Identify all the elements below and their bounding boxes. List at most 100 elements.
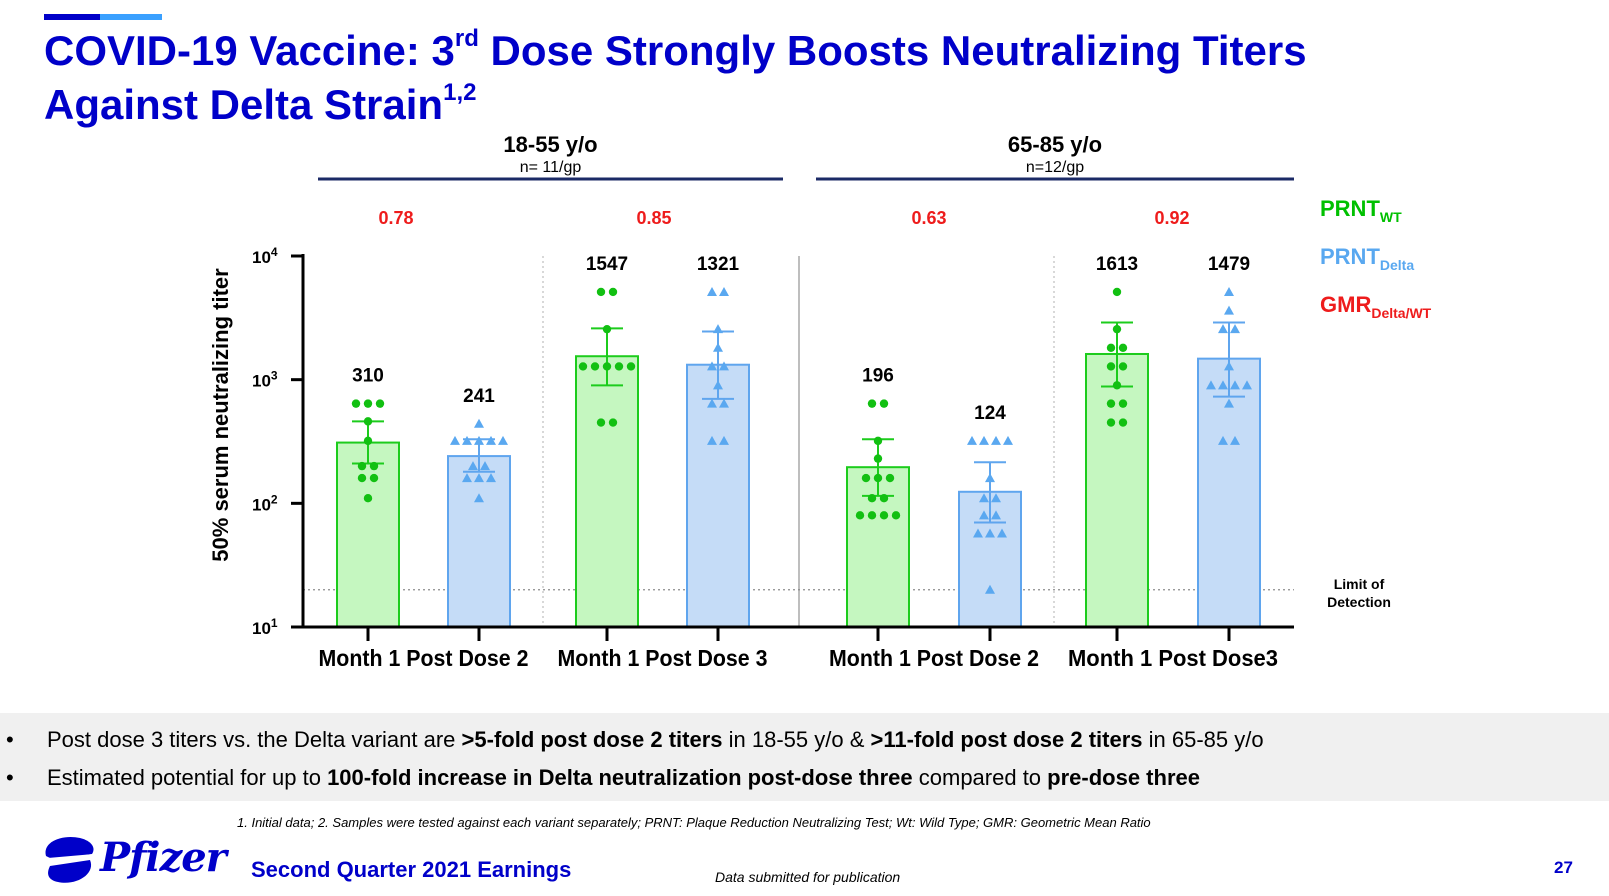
- bullet-1-run-2: >5-fold post dose 2 titers: [461, 727, 723, 752]
- data-point-wt: [363, 494, 373, 503]
- data-point-wt: [1106, 343, 1116, 353]
- data-point-wt: [1118, 418, 1128, 427]
- bar-value-label: 1321: [697, 254, 740, 275]
- bar-prnt-wt: [1085, 352, 1149, 628]
- bullet-1-run-1: Post dose 3 titers vs. the Delta variant…: [47, 727, 462, 752]
- gmr-value: 0.92: [1154, 208, 1189, 228]
- bullet-1-run-5: in 65-85 y/o: [1142, 727, 1264, 752]
- key-takeaways: • Post dose 3 titers vs. the Delta varia…: [0, 713, 1609, 801]
- data-point-delta: [474, 435, 484, 445]
- data-point-wt: [357, 461, 367, 471]
- data-point-delta: [985, 528, 995, 538]
- data-point-delta: [707, 435, 717, 445]
- data-point-delta: [1218, 380, 1228, 390]
- bullet-dot: •: [6, 727, 14, 752]
- data-point-delta: [474, 493, 484, 503]
- data-point-wt: [626, 362, 636, 371]
- legend-item-name: GMR: [1320, 292, 1371, 317]
- data-point-wt: [873, 473, 883, 483]
- bullet-2-run-2: 100-fold increase in Delta neutralizatio…: [327, 765, 913, 790]
- group-n-label: n=12/gp: [1026, 159, 1084, 176]
- y-tick-label: 104: [252, 245, 278, 267]
- data-point-wt: [596, 287, 606, 297]
- data-point-delta: [719, 398, 729, 408]
- data-point-delta: [1218, 324, 1228, 334]
- legend-item-name: PRNT: [1320, 244, 1380, 269]
- data-point-wt: [363, 436, 373, 446]
- data-point-delta: [1224, 305, 1234, 315]
- data-point-delta: [1003, 435, 1013, 445]
- data-point-delta: [991, 493, 1001, 503]
- y-tick-base: 10: [252, 372, 271, 391]
- bar-value-label: 124: [974, 403, 1006, 424]
- group-n-label: n= 11/gp: [520, 159, 582, 176]
- x-tick-label: Month 1 Post Dose3: [1068, 645, 1278, 671]
- earnings-label: Second Quarter 2021 Earnings: [251, 857, 572, 882]
- x-tick-label: Month 1 Post Dose 3: [558, 645, 768, 671]
- data-point-wt: [608, 418, 618, 427]
- y-tick-exponent: 2: [271, 492, 278, 506]
- bullet-1-run-3: in 18-55 y/o &: [722, 727, 871, 752]
- titer-bar-chart: Limit of Detection 18-55 y/o n= 11/gp 65-85 …: [208, 132, 1432, 671]
- bullet-2-run-4: pre-dose three: [1047, 765, 1200, 790]
- data-point-delta: [486, 473, 496, 483]
- data-point-delta: [1206, 380, 1216, 390]
- data-point-delta: [462, 435, 472, 445]
- data-point-wt: [867, 494, 877, 503]
- footnote: 1. Initial data; 2. Samples were tested …: [237, 815, 1151, 830]
- title-line1-rest: Dose Strongly Boosts Neutralizing Titers: [478, 27, 1307, 74]
- data-point-delta: [979, 435, 989, 445]
- y-tick-exponent: 4: [271, 245, 278, 259]
- data-point-wt: [363, 399, 373, 408]
- bar-prnt-wt: [336, 441, 400, 628]
- data-point-delta: [707, 286, 717, 296]
- pfizer-wordmark: Pfizer: [100, 834, 227, 881]
- data-point-wt: [357, 473, 367, 483]
- legend-item-subscript: Delta: [1380, 257, 1414, 273]
- legend-item-subscript: WT: [1380, 209, 1402, 225]
- data-point-wt: [1118, 362, 1128, 371]
- lod-label-line1: Limit of: [1334, 576, 1385, 592]
- data-point-wt: [1112, 381, 1122, 390]
- title-footnote-refs: 1,2: [443, 79, 477, 106]
- data-point-wt: [1106, 399, 1116, 408]
- y-tick-exponent: 3: [271, 369, 278, 383]
- bullet-dot: •: [6, 765, 14, 790]
- y-tick-base: 10: [252, 495, 271, 514]
- data-point-delta: [719, 435, 729, 445]
- x-tick-label: Month 1 Post Dose 2: [319, 645, 529, 671]
- data-point-delta: [1230, 380, 1240, 390]
- page-number: 27: [1554, 858, 1573, 877]
- title-accent-bar-light: [100, 14, 162, 20]
- data-point-delta: [480, 461, 490, 471]
- y-tick-label: 101: [252, 616, 278, 638]
- data-point-delta: [1218, 435, 1228, 445]
- data-point-wt: [885, 473, 895, 483]
- data-point-delta: [1242, 380, 1252, 390]
- data-point-wt: [602, 362, 612, 371]
- x-tick-label: Month 1 Post Dose 2: [829, 645, 1039, 671]
- data-point-wt: [1118, 343, 1128, 353]
- data-point-delta: [979, 510, 989, 520]
- data-point-delta: [450, 435, 460, 445]
- data-point-delta: [707, 361, 717, 371]
- data-point-delta: [1230, 324, 1240, 334]
- data-point-wt: [363, 417, 373, 426]
- group-label: 18-55 y/o: [503, 132, 597, 157]
- data-point-delta: [713, 380, 723, 390]
- bar-value-label: 1613: [1096, 254, 1138, 275]
- gmr-value: 0.78: [378, 208, 413, 228]
- data-point-wt: [879, 494, 889, 503]
- data-point-wt: [369, 473, 379, 483]
- bullet-1-run-4: >11-fold post dose 2 titers: [870, 727, 1143, 752]
- bullet-text-1: Post dose 3 titers vs. the Delta variant…: [47, 727, 1264, 753]
- data-point-delta: [474, 418, 484, 428]
- bar-prnt-wt: [575, 355, 639, 628]
- title-line2-text: Against Delta Strain: [44, 81, 444, 128]
- data-point-wt: [1106, 418, 1116, 427]
- pfizer-logo: Pfizer: [40, 832, 227, 890]
- data-point-wt: [891, 511, 901, 520]
- data-point-delta: [468, 461, 478, 471]
- title-superscript-rd: rd: [454, 25, 479, 52]
- bullet-text-2: Estimated potential for up to 100-fold i…: [47, 765, 1200, 791]
